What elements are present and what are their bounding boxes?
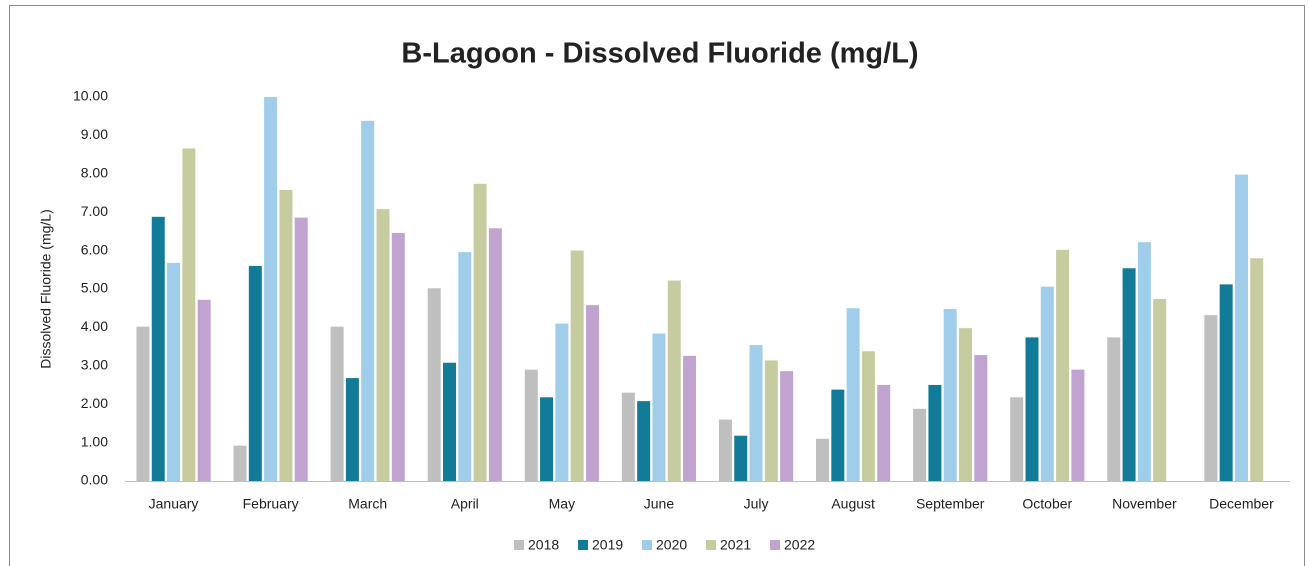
bar xyxy=(264,97,278,481)
bar xyxy=(913,408,927,481)
bar xyxy=(1122,268,1136,481)
bar xyxy=(376,209,390,482)
bar xyxy=(683,355,697,481)
bar xyxy=(1025,337,1039,481)
x-tick-label: June xyxy=(644,496,675,512)
bar xyxy=(928,385,942,481)
legend-label: 2018 xyxy=(528,537,559,553)
bar xyxy=(391,232,405,481)
y-tick-label: 0.00 xyxy=(81,472,108,488)
legend-label: 2019 xyxy=(592,537,623,553)
x-tick-label: February xyxy=(243,496,299,512)
legend-swatch xyxy=(514,540,524,550)
y-axis-label: Dissolved Fluoride (mg/L) xyxy=(38,209,54,369)
bar xyxy=(330,326,344,481)
bar xyxy=(524,369,538,481)
bar xyxy=(846,308,860,481)
bar xyxy=(473,183,487,481)
y-tick-label: 4.00 xyxy=(81,318,108,334)
bar xyxy=(197,299,211,481)
bar xyxy=(1250,258,1264,481)
bar xyxy=(427,288,441,481)
bar xyxy=(488,228,502,481)
bar xyxy=(136,326,150,481)
bar xyxy=(585,305,599,481)
y-tick-label: 3.00 xyxy=(81,357,108,373)
bar xyxy=(1071,369,1085,481)
bar xyxy=(458,252,472,481)
bar xyxy=(734,435,748,481)
bar xyxy=(361,120,375,482)
legend-label: 2022 xyxy=(784,537,815,553)
bar xyxy=(780,371,794,481)
bar xyxy=(1010,397,1024,481)
bar xyxy=(1153,298,1167,481)
bar xyxy=(233,445,247,481)
bar xyxy=(182,148,196,481)
bar xyxy=(570,250,584,481)
bar xyxy=(621,392,635,481)
bar xyxy=(1056,249,1070,481)
bar xyxy=(1219,284,1233,481)
legend-label: 2020 xyxy=(656,537,687,553)
legend-label: 2021 xyxy=(720,537,751,553)
y-tick-label: 1.00 xyxy=(81,433,108,449)
bar xyxy=(1137,242,1151,481)
y-tick-label: 7.00 xyxy=(81,203,108,219)
y-tick-label: 9.00 xyxy=(81,126,108,142)
bar xyxy=(831,389,845,481)
bar xyxy=(555,323,569,481)
y-tick-label: 10.00 xyxy=(73,88,108,104)
y-tick-label: 8.00 xyxy=(81,165,108,181)
x-tick-label: November xyxy=(1112,496,1177,512)
legend-swatch xyxy=(706,540,716,550)
chart-title: B-Lagoon - Dissolved Fluoride (mg/L) xyxy=(401,38,918,70)
bar xyxy=(167,262,181,481)
bar xyxy=(667,280,681,481)
y-tick-label: 2.00 xyxy=(81,395,108,411)
bar xyxy=(959,328,973,481)
bar xyxy=(943,308,957,481)
bar xyxy=(279,189,293,482)
bar xyxy=(248,265,262,481)
x-tick-label: April xyxy=(451,496,479,512)
bar xyxy=(718,419,732,481)
x-tick-label: March xyxy=(348,496,387,512)
y-tick-label: 5.00 xyxy=(81,280,108,296)
legend-swatch xyxy=(642,540,652,550)
x-tick-label: December xyxy=(1209,496,1274,512)
legend-swatch xyxy=(770,540,780,550)
bar xyxy=(861,351,875,481)
bar xyxy=(1107,337,1121,481)
bar xyxy=(764,360,778,481)
bar xyxy=(442,362,456,481)
bar xyxy=(1040,286,1054,481)
legend-swatch xyxy=(578,540,588,550)
bar xyxy=(816,438,830,481)
x-tick-label: May xyxy=(549,496,575,512)
x-tick-label: October xyxy=(1022,496,1072,512)
bar xyxy=(652,333,666,481)
x-tick-label: January xyxy=(149,496,199,512)
x-tick-label: July xyxy=(744,496,769,512)
x-tick-label: September xyxy=(916,496,985,512)
bar xyxy=(151,216,165,482)
y-tick-label: 6.00 xyxy=(81,241,108,257)
bar xyxy=(294,217,308,482)
bar xyxy=(345,378,359,481)
bar xyxy=(1234,174,1248,481)
x-tick-label: August xyxy=(831,496,875,512)
bar xyxy=(637,401,651,481)
bar xyxy=(1204,315,1218,481)
bar xyxy=(877,385,891,481)
bar xyxy=(540,397,554,481)
bar xyxy=(749,345,763,481)
bar xyxy=(974,355,988,481)
